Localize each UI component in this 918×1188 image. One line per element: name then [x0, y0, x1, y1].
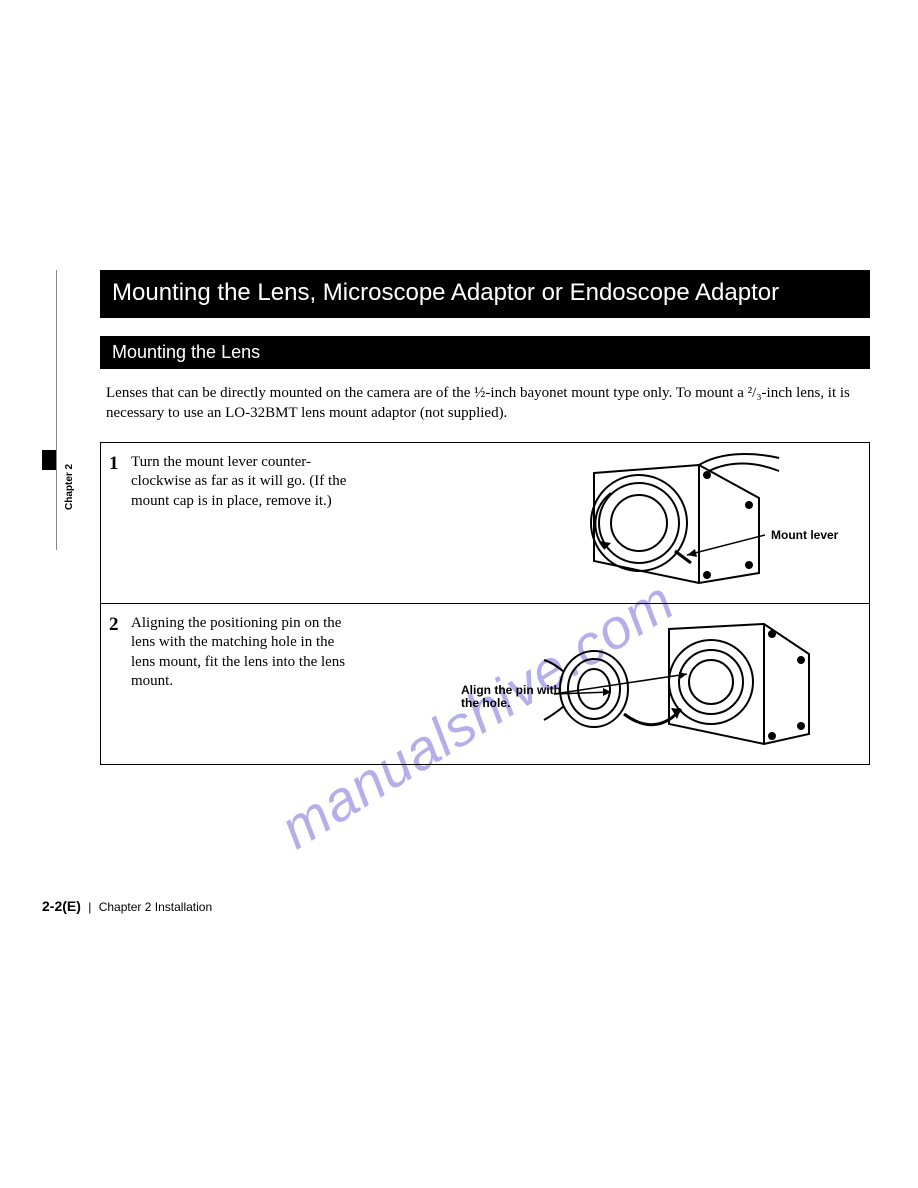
step-text-cell: 1 Turn the mount lever counter-clockwise… [101, 443, 369, 603]
scan-artifact-line [56, 270, 57, 550]
section-subtitle: Mounting the Lens [100, 336, 870, 369]
page-footer: 2-2(E) | Chapter 2 Installation [42, 898, 212, 914]
intro-paragraph: Lenses that can be directly mounted on t… [100, 383, 870, 424]
step-number: 1 [109, 453, 131, 593]
step-row: 2 Aligning the positioning pin on the le… [100, 604, 870, 765]
step-row: 1 Turn the mount lever counter-clockwise… [100, 442, 870, 604]
step-text-cell: 2 Aligning the positioning pin on the le… [101, 604, 369, 764]
footer-chapter: Chapter 2 [99, 900, 152, 914]
figure-label: Align the pin with the hole. [461, 684, 561, 712]
page-content: Mounting the Lens, Microscope Adaptor or… [100, 270, 870, 765]
chapter-tab [42, 450, 56, 470]
figure-label: Mount lever [771, 529, 838, 543]
footer-page-number: 2-2(E) [42, 898, 81, 914]
step-figure-cell: Align the pin with the hole. [369, 604, 869, 764]
step-number: 2 [109, 614, 131, 754]
step-figure-cell: Mount lever [369, 443, 869, 603]
lens-alignment-diagram [369, 604, 869, 764]
chapter-side-label: Chapter 2 [64, 464, 75, 510]
page-title: Mounting the Lens, Microscope Adaptor or… [100, 270, 870, 318]
footer-section: Installation [155, 900, 212, 914]
step-description: Turn the mount lever counter-clockwise a… [131, 453, 359, 593]
camera-mount-diagram [369, 443, 869, 603]
step-description: Aligning the positioning pin on the lens… [131, 614, 359, 754]
footer-separator: | [88, 900, 91, 914]
